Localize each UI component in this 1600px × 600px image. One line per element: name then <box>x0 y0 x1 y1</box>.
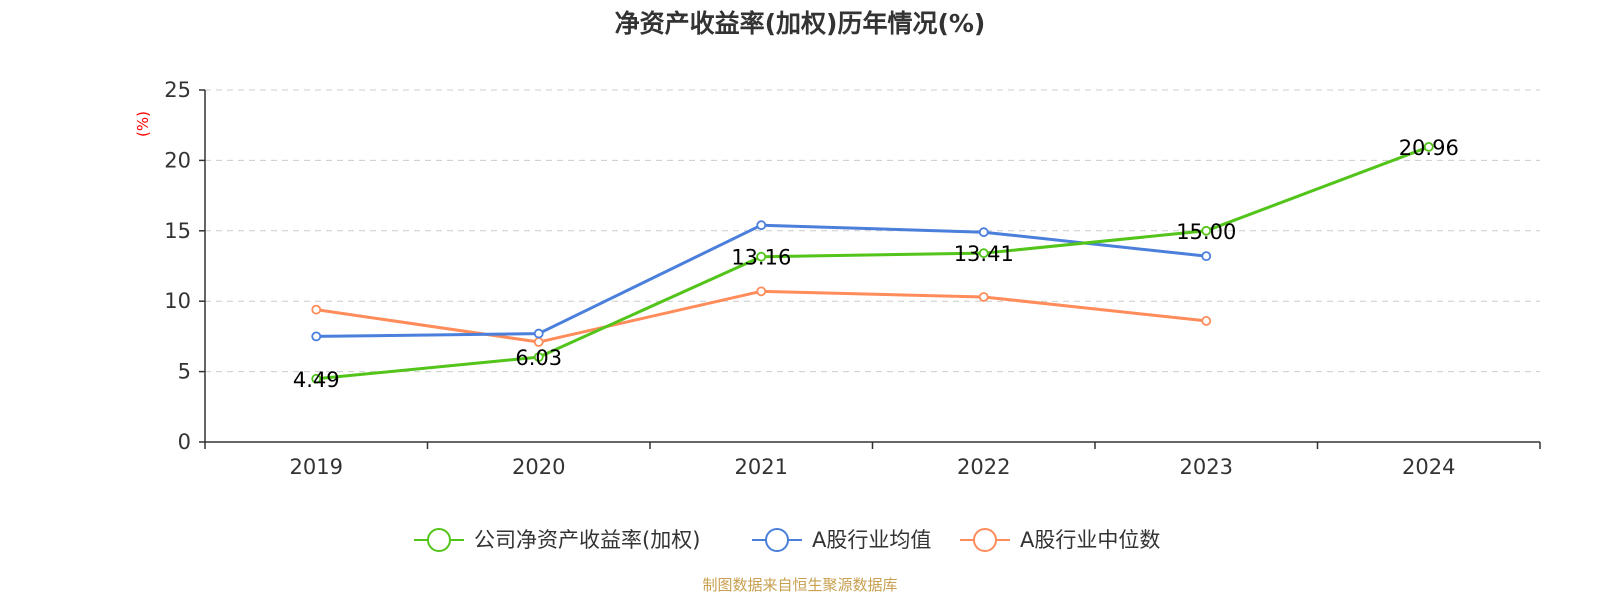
x-tick-label: 2021 <box>735 455 788 479</box>
data-point[interactable] <box>1201 251 1212 262</box>
legend-marker <box>973 528 997 552</box>
legend-label: A股行业中位数 <box>1020 528 1160 552</box>
y-tick-label: 25 <box>164 78 191 102</box>
data-label: 20.96 <box>1399 136 1459 160</box>
legend[interactable]: 公司净资产收益率(加权) A股行业均值 A股行业中位数 <box>414 528 1160 552</box>
data-point[interactable] <box>1201 225 1212 236</box>
source-note: 制图数据来自恒生聚源数据库 <box>702 576 897 594</box>
data-point[interactable] <box>533 328 544 339</box>
x-tick-label: 2024 <box>1402 455 1455 479</box>
data-label: 13.41 <box>954 242 1014 266</box>
legend-item[interactable]: A股行业中位数 <box>960 528 1160 552</box>
axes: 0 5 10 15 20 25 2019 2020 2021 2022 2023 2024 <box>164 78 1541 479</box>
legend-label: 公司净资产收益率(加权) <box>474 528 700 552</box>
chart-title: 净资产收益率(加权)历年情况(%) <box>615 9 986 38</box>
y-tick-label: 20 <box>164 148 191 172</box>
data-point[interactable] <box>533 337 544 347</box>
legend-marker <box>427 528 451 552</box>
data-point[interactable] <box>1423 141 1434 152</box>
data-label: 6.03 <box>515 346 562 370</box>
data-point[interactable] <box>756 286 767 297</box>
data-point[interactable] <box>311 373 322 384</box>
data-label: 4.49 <box>293 368 340 392</box>
data-point[interactable] <box>756 251 767 262</box>
series-line-1 <box>316 223 1207 338</box>
data-point[interactable] <box>1201 316 1212 326</box>
legend-item[interactable]: A股行业均值 <box>752 528 931 552</box>
legend-label: A股行业均值 <box>812 528 931 552</box>
y-tick-label: 15 <box>164 219 191 243</box>
y-axis-unit: (%) <box>134 111 152 137</box>
data-label: 15.00 <box>1176 220 1236 244</box>
series-lines <box>311 141 1434 384</box>
data-point[interactable] <box>311 331 322 342</box>
data-point[interactable] <box>533 352 544 362</box>
legend-marker <box>765 528 789 552</box>
data-point[interactable] <box>978 227 989 238</box>
series-line-0 <box>316 145 1430 381</box>
data-point[interactable] <box>978 292 989 302</box>
x-tick-label: 2020 <box>512 455 565 479</box>
x-tick-label: 2022 <box>957 455 1010 479</box>
data-label: 13.16 <box>731 246 791 270</box>
x-tick-label: 2023 <box>1180 455 1233 479</box>
data-point[interactable] <box>978 248 989 259</box>
data-labels: 4.49 6.03 13.16 13.41 15.00 20.96 <box>293 136 1459 392</box>
x-tick-label: 2019 <box>290 455 343 479</box>
y-tick-label: 0 <box>178 430 191 454</box>
data-point[interactable] <box>756 220 767 231</box>
data-point[interactable] <box>311 304 322 315</box>
y-tick-label: 10 <box>164 289 191 313</box>
gridlines <box>205 89 1540 373</box>
legend-item[interactable]: 公司净资产收益率(加权) <box>414 528 700 552</box>
y-tick-label: 5 <box>178 360 191 384</box>
